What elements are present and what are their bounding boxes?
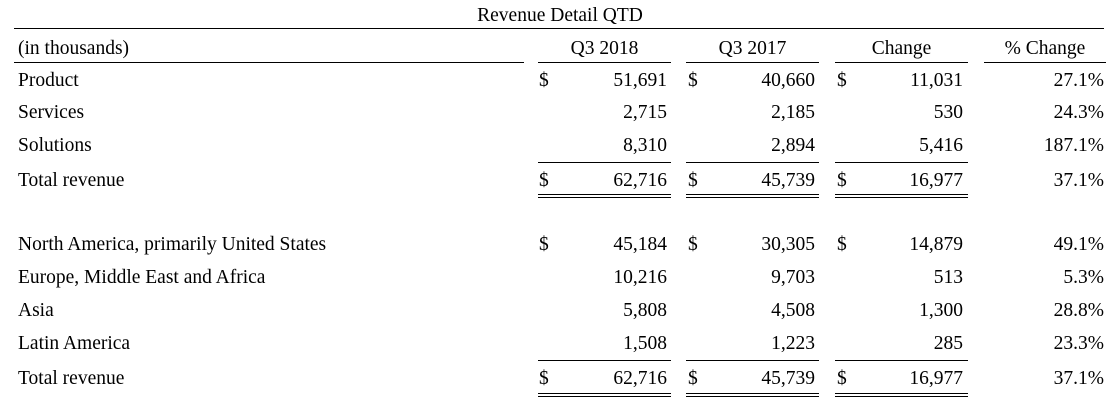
cell-change: 530 [933,102,963,123]
cell-pct-change: 27.1% [1053,70,1104,91]
total-double-rule [686,396,819,397]
cell-change: 1,300 [919,300,963,321]
currency-sign: $ [539,70,549,91]
total-double-rule [835,194,968,195]
cell-change: 513 [933,267,963,288]
currency-sign: $ [539,170,549,191]
col-header-q3-2017: Q3 2017 [718,38,787,59]
row-label-total-revenue: Total revenue [18,170,125,191]
cell-q3-2017: 1,223 [771,333,815,354]
total-double-rule [686,393,819,394]
cell-pct-change: 24.3% [1053,102,1104,123]
cell-q3-2018: 62,716 [613,368,667,389]
cell-pct-change: 23.3% [1053,333,1104,354]
subtotal-rule [686,162,819,163]
cell-q3-2018: 2,715 [623,102,667,123]
cell-q3-2018: 5,808 [623,300,667,321]
cell-q3-2017: 30,305 [761,234,815,255]
row-label-services: Services [18,102,85,123]
currency-sign: $ [539,234,549,255]
row-label-latin-america: Latin America [18,333,131,354]
subtotal-rule [538,360,671,361]
total-double-rule [835,396,968,397]
header-rule-1 [14,62,524,63]
cell-pct-change: 5.3% [1063,267,1104,288]
cell-change: 16,977 [909,170,963,191]
row-label-total-revenue: Total revenue [18,368,125,389]
col-header-q3-2018: Q3 2018 [570,38,639,59]
currency-sign: $ [539,368,549,389]
currency-sign: $ [688,368,698,389]
col-header-pct-change: % Change [1004,38,1086,59]
header-rule-4 [835,62,968,63]
total-double-rule [538,197,671,198]
cell-change: 11,031 [910,70,963,91]
currency-sign: $ [837,170,847,191]
cell-q3-2017: 2,185 [771,102,815,123]
cell-q3-2017: 2,894 [771,135,815,156]
row-label-emea: Europe, Middle East and Africa [18,267,266,288]
cell-q3-2018: 1,508 [623,333,667,354]
table-title: Revenue Detail QTD [477,5,643,26]
header-rule-5 [984,62,1106,63]
row-label-asia: Asia [18,300,54,321]
currency-sign: $ [837,234,847,255]
total-double-rule [686,197,819,198]
cell-change: 285 [933,333,963,354]
cell-q3-2018: 45,184 [613,234,667,255]
row-label-solutions: Solutions [18,135,92,156]
cell-q3-2018: 62,716 [613,170,667,191]
total-double-rule [538,396,671,397]
row-label-product: Product [18,70,79,91]
header-rule-3 [686,62,819,63]
cell-q3-2018: 51,691 [613,70,667,91]
total-double-rule [686,194,819,195]
cell-q3-2017: 9,703 [771,267,815,288]
total-double-rule [835,393,968,394]
col-header-change: Change [871,38,932,59]
title-rule [14,28,1104,29]
cell-q3-2018: 10,216 [613,267,667,288]
total-double-rule [538,393,671,394]
total-double-rule [835,197,968,198]
cell-q3-2017: 45,739 [761,170,815,191]
cell-change: 5,416 [919,135,963,156]
currency-sign: $ [688,170,698,191]
cell-q3-2017: 45,739 [761,368,815,389]
currency-sign: $ [837,368,847,389]
header-rule-2 [538,62,671,63]
subtotal-rule [835,360,968,361]
cell-q3-2018: 8,310 [623,135,667,156]
subtotal-rule [686,360,819,361]
cell-pct-change: 37.1% [1053,368,1104,389]
cell-q3-2017: 4,508 [771,300,815,321]
total-double-rule [538,194,671,195]
cell-pct-change: 187.1% [1043,135,1104,156]
cell-change: 14,879 [909,234,963,255]
currency-sign: $ [688,234,698,255]
subtotal-rule [835,162,968,163]
currency-sign: $ [688,70,698,91]
currency-sign: $ [837,70,847,91]
cell-pct-change: 37.1% [1053,170,1104,191]
cell-change: 16,977 [909,368,963,389]
cell-pct-change: 49.1% [1053,234,1104,255]
row-label-north-america: North America, primarily United States [18,234,327,255]
cell-q3-2017: 40,660 [761,70,815,91]
cell-pct-change: 28.8% [1053,300,1104,321]
units-header: (in thousands) [18,38,130,59]
subtotal-rule [538,162,671,163]
